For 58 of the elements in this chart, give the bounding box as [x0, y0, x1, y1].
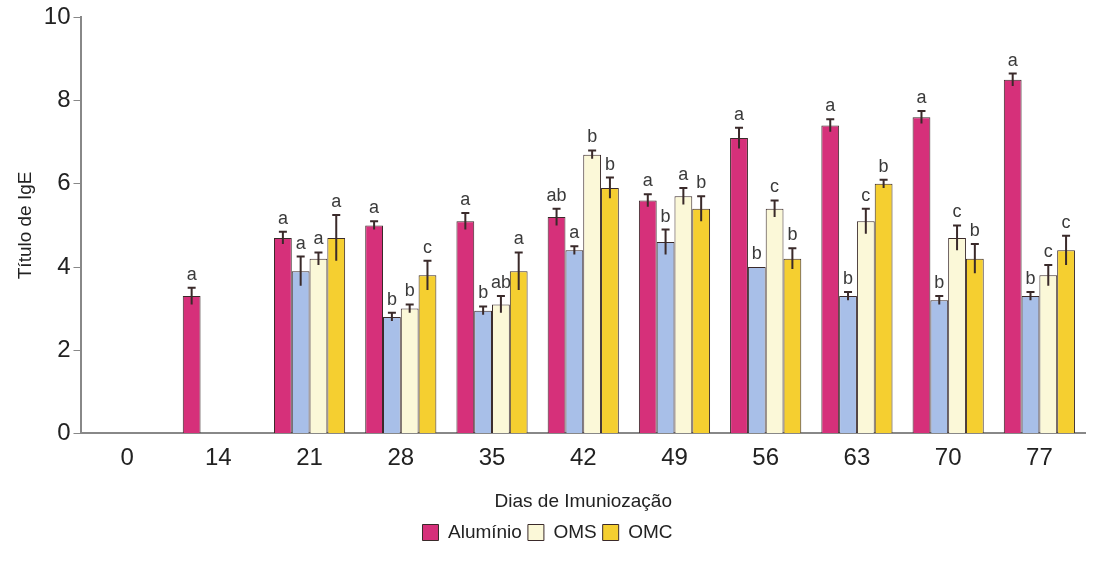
legend-label: Alumínio — [447, 520, 522, 542]
x-axis-title: Dias de Imuniozação — [494, 489, 672, 511]
y-axis-title: Título de IgE — [13, 171, 35, 280]
data-label: a — [331, 190, 343, 211]
data-label: b — [878, 155, 889, 176]
data-label: c — [1061, 211, 1071, 232]
y-tick-label: 10 — [43, 2, 71, 30]
data-label: a — [825, 95, 837, 116]
legend-label: OMS — [553, 520, 597, 542]
x-tick-label: 14 — [204, 443, 232, 471]
data-label: b — [969, 220, 980, 241]
data-label: b — [478, 282, 489, 303]
x-tick-label: 70 — [934, 443, 962, 471]
data-label: a — [460, 188, 472, 209]
data-label: b — [660, 205, 671, 226]
data-label: b — [696, 172, 707, 193]
data-label: a — [186, 263, 198, 284]
data-label: b — [934, 272, 945, 293]
y-tick-label: 2 — [57, 334, 71, 362]
x-tick-label: 0 — [120, 443, 134, 471]
data-label: c — [770, 176, 780, 197]
data-label: c — [861, 184, 871, 205]
x-tick-label: 63 — [843, 443, 871, 471]
data-label: a — [369, 197, 381, 218]
legend-label: OMC — [628, 520, 673, 542]
x-tick-label: 42 — [569, 443, 597, 471]
data-label: a — [295, 232, 307, 253]
data-label: ab — [546, 184, 567, 205]
data-label: b — [386, 288, 397, 309]
data-label: b — [404, 280, 415, 301]
x-tick-label: 21 — [296, 443, 323, 471]
x-tick-label: 35 — [478, 443, 506, 471]
data-label: a — [678, 163, 690, 184]
y-tick-label: 8 — [57, 85, 71, 113]
data-label: a — [313, 228, 325, 249]
y-tick-label: 4 — [57, 251, 71, 279]
y-tick-label: 0 — [57, 418, 71, 446]
data-label: c — [952, 201, 962, 222]
data-label: a — [642, 170, 654, 191]
data-label: b — [843, 267, 854, 288]
data-label: a — [1007, 49, 1019, 70]
data-label: a — [734, 103, 746, 124]
data-label: b — [751, 242, 762, 263]
data-label: c — [422, 236, 432, 257]
data-label: a — [569, 222, 581, 243]
x-tick-label: 49 — [661, 443, 688, 471]
data-label: c — [1043, 240, 1053, 261]
x-tick-label: 77 — [1026, 443, 1053, 471]
data-label: a — [277, 207, 289, 228]
data-label: b — [787, 224, 798, 245]
data-label: b — [1025, 267, 1036, 288]
x-tick-label: 56 — [752, 443, 780, 471]
x-tick-label: 28 — [387, 443, 415, 471]
data-label: b — [604, 153, 615, 174]
data-label: a — [916, 86, 928, 107]
data-label: b — [587, 126, 598, 147]
y-tick-label: 6 — [57, 168, 71, 196]
data-label: a — [513, 228, 525, 249]
